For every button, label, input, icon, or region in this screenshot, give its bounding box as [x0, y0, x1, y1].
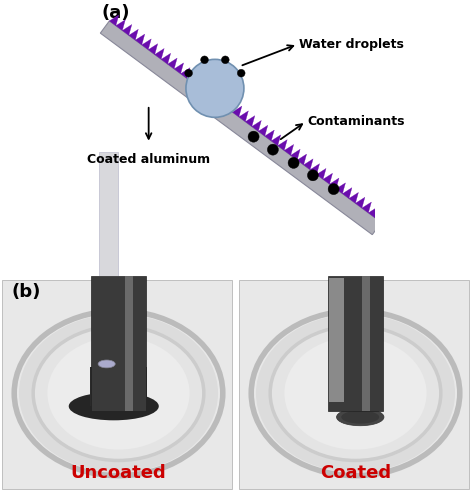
Polygon shape — [246, 116, 255, 127]
Ellipse shape — [47, 337, 190, 450]
Ellipse shape — [284, 337, 427, 450]
Polygon shape — [349, 192, 358, 203]
Polygon shape — [135, 34, 145, 45]
Polygon shape — [343, 188, 352, 199]
Polygon shape — [148, 44, 158, 55]
Text: (a): (a) — [101, 4, 130, 22]
Polygon shape — [168, 58, 177, 69]
Polygon shape — [109, 15, 119, 26]
FancyBboxPatch shape — [90, 367, 147, 406]
Ellipse shape — [270, 326, 441, 460]
Text: (b): (b) — [12, 282, 41, 301]
Text: Contaminants: Contaminants — [308, 115, 405, 128]
Polygon shape — [122, 25, 132, 35]
Polygon shape — [375, 211, 384, 222]
Polygon shape — [258, 125, 268, 136]
Ellipse shape — [19, 314, 218, 472]
Circle shape — [98, 360, 115, 368]
Text: Uncoated: Uncoated — [71, 464, 166, 482]
Polygon shape — [232, 106, 242, 117]
Polygon shape — [100, 21, 381, 235]
Circle shape — [267, 144, 278, 155]
Polygon shape — [207, 87, 216, 98]
FancyBboxPatch shape — [362, 276, 370, 411]
Polygon shape — [252, 120, 261, 131]
FancyBboxPatch shape — [99, 152, 118, 290]
Polygon shape — [116, 20, 125, 31]
Polygon shape — [317, 169, 326, 179]
Ellipse shape — [33, 326, 204, 460]
Polygon shape — [356, 197, 365, 208]
FancyBboxPatch shape — [239, 281, 469, 489]
Polygon shape — [368, 207, 378, 218]
Text: Coated: Coated — [320, 464, 391, 482]
Polygon shape — [323, 173, 333, 184]
FancyBboxPatch shape — [91, 276, 146, 411]
Polygon shape — [291, 149, 300, 160]
Polygon shape — [174, 63, 183, 74]
Polygon shape — [226, 101, 236, 112]
Polygon shape — [213, 92, 222, 103]
Ellipse shape — [69, 392, 159, 421]
Circle shape — [221, 56, 229, 64]
Polygon shape — [200, 82, 210, 93]
FancyBboxPatch shape — [125, 276, 133, 411]
Polygon shape — [284, 144, 294, 155]
Circle shape — [237, 70, 245, 77]
FancyBboxPatch shape — [328, 276, 383, 411]
Circle shape — [186, 59, 244, 117]
Polygon shape — [161, 53, 171, 64]
Circle shape — [185, 70, 192, 77]
Polygon shape — [329, 178, 339, 189]
Circle shape — [328, 183, 339, 195]
Ellipse shape — [341, 411, 379, 423]
Polygon shape — [304, 159, 313, 170]
Circle shape — [308, 170, 319, 181]
Polygon shape — [362, 202, 372, 213]
Polygon shape — [142, 39, 151, 50]
Text: Coated aluminum: Coated aluminum — [87, 153, 210, 166]
Polygon shape — [310, 164, 319, 175]
Polygon shape — [278, 140, 287, 150]
FancyBboxPatch shape — [329, 278, 345, 402]
Ellipse shape — [256, 314, 455, 472]
Polygon shape — [181, 68, 190, 78]
Circle shape — [201, 56, 209, 64]
Polygon shape — [336, 183, 346, 194]
Circle shape — [288, 157, 299, 169]
Polygon shape — [219, 97, 229, 107]
Polygon shape — [193, 77, 203, 88]
Text: Water droplets: Water droplets — [299, 37, 404, 51]
Circle shape — [248, 131, 259, 142]
Polygon shape — [271, 135, 281, 146]
FancyBboxPatch shape — [2, 281, 232, 489]
Ellipse shape — [337, 408, 384, 426]
Polygon shape — [297, 154, 307, 165]
Polygon shape — [129, 29, 138, 40]
Polygon shape — [155, 48, 164, 59]
Polygon shape — [265, 130, 274, 141]
Polygon shape — [239, 111, 248, 122]
Polygon shape — [187, 72, 197, 83]
